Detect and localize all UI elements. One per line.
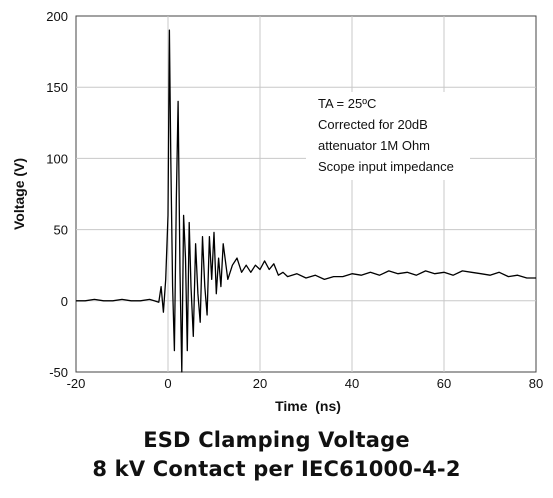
- tick-labels: -20 0 20 40 60 80 -50 0 50 100 150 200: [46, 9, 543, 391]
- annotation-line-3: attenuator 1M Ohm: [318, 138, 430, 153]
- x-axis-label-bg: [266, 394, 350, 416]
- y-tick-label: 200: [46, 9, 68, 24]
- plot-frame: [75, 15, 537, 373]
- x-tick-label: 80: [529, 376, 543, 391]
- annotation-line-4: Scope input impedance: [318, 159, 454, 174]
- annotation-box: [306, 92, 470, 180]
- x-tick-label: -20: [67, 376, 86, 391]
- y-tick-label: 50: [54, 223, 68, 238]
- x-tick-label: 60: [437, 376, 451, 391]
- series-line: [76, 29, 536, 373]
- annotation-line-2: Corrected for 20dB: [318, 117, 428, 132]
- x-tick-label: 0: [164, 376, 171, 391]
- series-group: [76, 29, 536, 373]
- y-tick-label: 100: [46, 151, 68, 166]
- x-tick-label: 40: [345, 376, 359, 391]
- y-tick-label: -50: [49, 365, 68, 380]
- caption-subtitle: 8 kV Contact per IEC61000-4-2: [92, 457, 461, 481]
- y-tick-label: 150: [46, 80, 68, 95]
- caption-title: ESD Clamping Voltage: [143, 428, 410, 452]
- esd-chart: -20 0 20 40 60 80 -50 0 50 100 150 200 TA = 25ºC Co…: [11, 9, 543, 416]
- x-tick-label: 20: [253, 376, 267, 391]
- y-axis-label: Voltage (V): [11, 158, 27, 230]
- annotation-line-1: TA = 25ºC: [318, 96, 376, 111]
- y-tick-label: 0: [61, 294, 68, 309]
- x-axis-label: Time (ns): [275, 398, 341, 414]
